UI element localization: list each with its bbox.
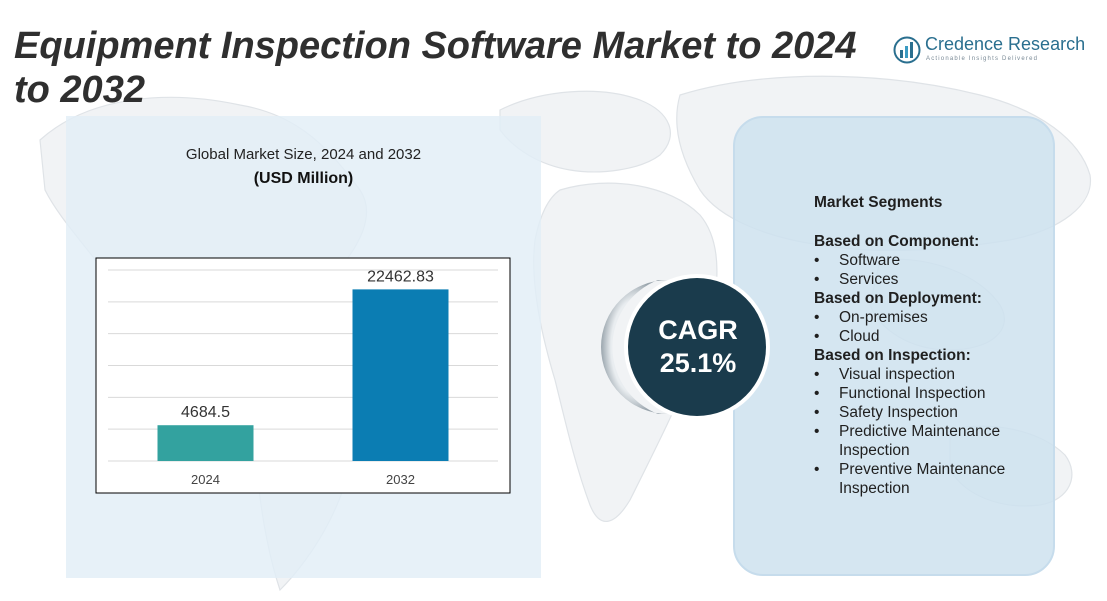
segment-group-title: Based on Deployment: bbox=[814, 290, 982, 307]
segment-item: • Services bbox=[814, 270, 1054, 289]
segments-title: Market Segments bbox=[814, 194, 943, 211]
segment-list: • Software • Services bbox=[814, 251, 1054, 289]
segment-item-label: Functional Inspection bbox=[839, 385, 986, 402]
segment-item: • Software bbox=[814, 251, 1054, 270]
bullet-icon: • bbox=[814, 461, 820, 478]
cagr-badge: CAGR 25.1% bbox=[598, 272, 774, 422]
segment-item-label: Software bbox=[839, 252, 901, 269]
segment-item-label: Cloud bbox=[839, 328, 880, 345]
segment-item-label: Services bbox=[839, 271, 899, 288]
bullet-icon: • bbox=[814, 404, 820, 421]
page-title: Equipment Inspection Software Market to … bbox=[14, 25, 857, 111]
segment-group-title: Based on Inspection: bbox=[814, 347, 971, 364]
segment-item: • Cloud bbox=[814, 327, 1054, 346]
segment-item-label: On-premises bbox=[839, 309, 928, 326]
segments-panel bbox=[733, 116, 1055, 576]
segment-item: • Functional Inspection bbox=[814, 384, 1054, 403]
bullet-icon: • bbox=[814, 309, 820, 326]
segment-item: • Predictive Maintenance Inspection bbox=[814, 422, 1054, 460]
segment-item: • Safety Inspection bbox=[814, 403, 1054, 422]
cagr-label: CAGR bbox=[658, 315, 738, 345]
cagr-circle bbox=[601, 274, 770, 420]
bullet-icon: • bbox=[814, 423, 820, 440]
brand-tagline: Actionable Insights Delivered bbox=[926, 56, 1039, 62]
bullet-icon: • bbox=[814, 366, 820, 383]
bullet-icon: • bbox=[814, 271, 820, 288]
x-tick-label-2032: 2032 bbox=[386, 472, 415, 487]
segment-groups: Based on Component: • Software • Services Bas… bbox=[814, 232, 1054, 498]
segment-list: • On-premises • Cloud bbox=[814, 308, 1054, 346]
market-segments: Market Segments Based on Component: • Soft… bbox=[814, 193, 1054, 498]
chart-bars: 4684.5 2024 22462.83 2032 bbox=[157, 268, 449, 487]
segment-item-label: Preventive Maintenance Inspection bbox=[839, 461, 1006, 497]
segment-list: • Visual inspection • Functional Inspection… bbox=[814, 365, 1054, 498]
data-label-2032: 22462.83 bbox=[367, 268, 434, 285]
bullet-icon: • bbox=[814, 252, 820, 269]
segment-item: • Preventive Maintenance Inspection bbox=[814, 460, 1054, 498]
chart-subtitle: (USD Million) bbox=[253, 170, 354, 187]
data-label-2024: 4684.5 bbox=[181, 404, 230, 421]
segment-item: • Visual inspection bbox=[814, 365, 1054, 384]
segment-item-label: Visual inspection bbox=[839, 366, 956, 383]
bar-2024 bbox=[157, 425, 254, 461]
credence-logo-icon bbox=[893, 36, 921, 64]
segment-item-label: Safety Inspection bbox=[839, 404, 958, 421]
chart-title: Global Market Size, 2024 and 2032 bbox=[185, 146, 422, 163]
bullet-icon: • bbox=[814, 385, 820, 402]
brand-name: Credence Research bbox=[925, 34, 1086, 54]
segment-group-title: Based on Component: bbox=[814, 233, 980, 250]
segment-item: • On-premises bbox=[814, 308, 1054, 327]
bullet-icon: • bbox=[814, 328, 820, 345]
x-tick-label-2024: 2024 bbox=[191, 472, 220, 487]
segment-item-label: Predictive Maintenance Inspection bbox=[839, 423, 1001, 459]
brand-logo: Credence Research Actionable Insights De… bbox=[893, 34, 1093, 70]
cagr-value: 25.1% bbox=[659, 348, 737, 378]
bar-2032 bbox=[352, 289, 449, 461]
